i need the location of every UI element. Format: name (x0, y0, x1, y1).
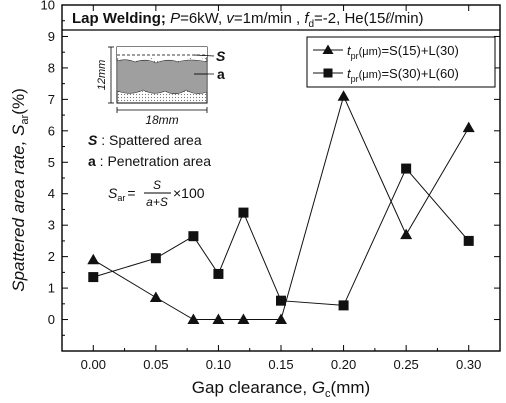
series-2-point-square (150, 253, 161, 264)
series-2-point-square (338, 300, 349, 311)
series-1-point-triangle (237, 313, 250, 325)
x-tick-label: 0.20 (331, 357, 356, 372)
formula: Sar = S a+S ×100 (108, 178, 205, 209)
legend-label-1: tpr(μm)=S(15)+L(30) (347, 43, 459, 61)
series-1-point-triangle (337, 90, 350, 101)
x-tick-label: 0.05 (143, 357, 168, 372)
series-2-point-square (88, 272, 99, 283)
inset-spatter-region (117, 47, 207, 61)
formula-lhs: Sar = (108, 185, 136, 203)
chart-title: Lap Welding; P=6kW, v=1m/min , fd=-2, He… (72, 10, 424, 30)
y-tick-label: 5 (48, 155, 55, 170)
series-2-point-square (463, 235, 474, 246)
y-tick-label: 0 (48, 312, 55, 327)
series-1-point-triangle (212, 313, 225, 325)
x-axis-title: Gap clearance, Gc(mm) (192, 378, 370, 400)
legend-marker-triangle (322, 44, 334, 54)
legend-item-1: tpr(μm)=S(15)+L(30) (313, 43, 459, 61)
y-tick-label: 10 (41, 0, 55, 13)
x-tick-label: 0.00 (81, 357, 106, 372)
inset-width-label: 18mm (145, 113, 178, 127)
series-layer (87, 90, 475, 325)
series-1-point-triangle (149, 291, 162, 303)
y-axis-title: Spattered area rate, Sar(%) (9, 88, 31, 292)
annotation-s-definition: S : Spattered area (88, 132, 202, 148)
inset-label-a: a (217, 66, 225, 82)
y-tick-label: 7 (48, 92, 55, 107)
y-tick-label: 8 (48, 60, 55, 75)
y-tick-label: 4 (48, 186, 55, 201)
series-1-point-triangle (275, 313, 287, 325)
series-1-point-triangle (87, 253, 100, 265)
legend-label-2: tpr(μm)=S(30)+L(60) (347, 66, 459, 84)
formula-denominator: a+S (146, 195, 168, 209)
series-2-point-square (213, 268, 224, 279)
y-tick-label: 2 (48, 249, 55, 264)
x-tick-label: 0.10 (206, 357, 231, 372)
inset-label-s: S (216, 48, 226, 64)
x-tick-label: 0.30 (456, 357, 481, 372)
y-tick-label: 1 (48, 281, 55, 296)
series-1-point-triangle (400, 228, 413, 240)
inset-specimen: S a 12mm 18mm (96, 46, 226, 127)
y-tick-label: 3 (48, 218, 55, 233)
formula-tail: ×100 (173, 185, 205, 201)
legend: tpr(μm)=S(15)+L(30) tpr(μm)=S(30)+L(60) (306, 36, 496, 88)
legend-marker-square (323, 68, 333, 78)
inset-pointer-s (193, 54, 215, 57)
x-tick-label: 0.25 (393, 357, 418, 372)
series-2-point-square (188, 231, 199, 242)
legend-item-2: tpr(μm)=S(30)+L(60) (313, 66, 459, 84)
y-tick-label: 6 (48, 123, 55, 138)
series-2-line (93, 167, 470, 306)
series-2-point-square (238, 207, 249, 218)
y-axis: 0 1 2 3 4 5 6 7 8 9 10 (41, 0, 500, 336)
inset-penetration-region (116, 59, 208, 95)
annotation-a-definition: a : Penetration area (88, 153, 211, 169)
x-axis: 0.00 0.05 0.10 0.15 0.20 0.25 0.30 (81, 5, 481, 372)
formula-numerator: S (153, 178, 161, 192)
series-2-point-square (276, 295, 286, 306)
inset-height-label: 12mm (96, 60, 108, 91)
series-1-point-triangle (187, 313, 200, 325)
series-1-point-triangle (462, 121, 475, 133)
legend-box (306, 36, 496, 88)
y-tick-label: 9 (48, 29, 55, 44)
x-tick-label: 0.15 (268, 357, 293, 372)
series-2-point-square (401, 163, 412, 174)
